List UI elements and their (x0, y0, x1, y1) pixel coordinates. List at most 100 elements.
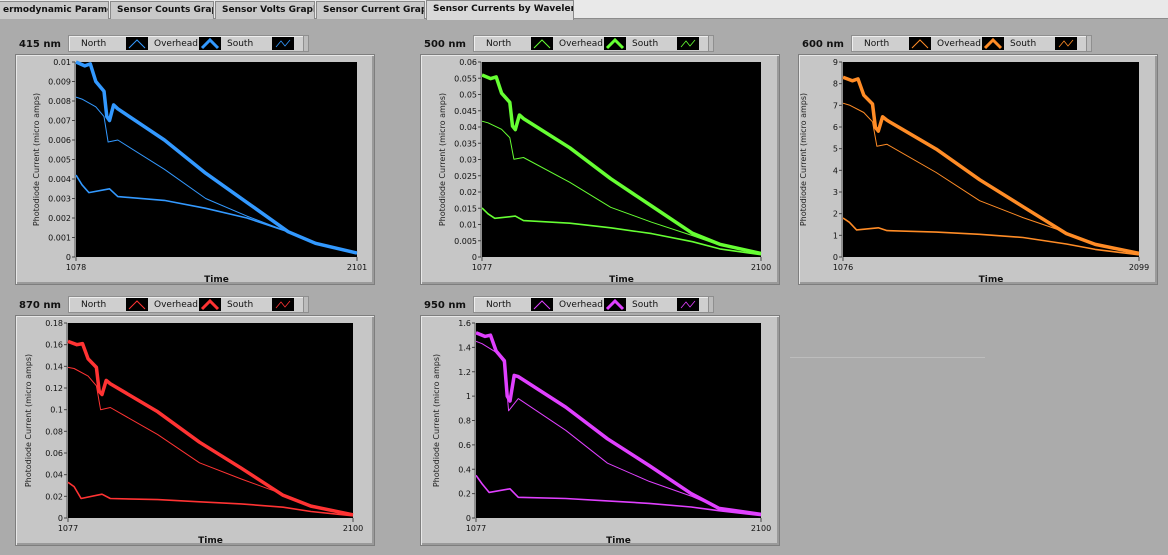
x-axis-title: Time (198, 536, 223, 546)
y-tick-label: 5 (833, 145, 838, 154)
y-tick-label: 0.04 (459, 123, 477, 132)
legend-swatch-thin-icon[interactable] (531, 298, 553, 311)
y-tick-label: 0.2 (458, 490, 471, 499)
graph-frame: 0 0.001 0.002 0.003 0.004 0.005 0.006 0.007 0.00… (15, 54, 375, 285)
y-tick-label: 2 (833, 210, 838, 219)
series-line-north (842, 102, 1140, 254)
legend-label-north: North (81, 299, 107, 310)
y-tick-label: 0.055 (454, 74, 477, 83)
legend-resize-handle[interactable] (708, 296, 714, 313)
divider-line (790, 357, 985, 358)
legend-label-overhead: Overhead (559, 38, 603, 49)
tab-sensor-volts-graphs[interactable]: Sensor Volts Graphs (215, 1, 315, 19)
y-axis-title: Photodiode Current (micro amps) (438, 93, 447, 226)
y-tick-label: 0 (833, 253, 838, 262)
legend-swatch-thick-icon[interactable] (199, 298, 221, 311)
y-tick-label: 0.8 (458, 417, 471, 426)
legend-swatch-thin-icon[interactable] (126, 298, 148, 311)
chart-title: 950 nm (424, 300, 466, 311)
legend-swatch-thick-icon[interactable] (604, 37, 626, 50)
legend-resize-handle[interactable] (1086, 35, 1092, 52)
legend-swatch-zig-icon[interactable] (677, 298, 699, 311)
series-line-north (475, 340, 762, 515)
y-tick-label: 0 (472, 253, 477, 262)
y-tick-label: 1 (466, 392, 471, 401)
plot-area[interactable] (482, 62, 761, 257)
y-tick-label: 0.16 (45, 341, 63, 350)
legend-swatch-zig-icon[interactable] (272, 37, 294, 50)
y-tick-label: 9 (833, 58, 838, 67)
plot-area[interactable] (476, 323, 761, 518)
legend-swatch-zig-icon[interactable] (1055, 37, 1077, 50)
y-tick-label: 0.03 (459, 156, 477, 165)
x-tick-label: 2100 (751, 263, 771, 272)
chart-500nm: 500 nm North Overhead South 0 0.005 0.01 0.015 0… (420, 35, 780, 287)
y-tick-label: 0.14 (45, 362, 63, 371)
y-tick-label: 6 (833, 123, 838, 132)
plot-area[interactable] (76, 62, 357, 257)
series-line-overhead (475, 331, 762, 517)
y-tick-label: 0.035 (454, 139, 477, 148)
x-axis-title: Time (606, 536, 631, 546)
graph-frame: 0 0.005 0.01 0.015 0.02 0.025 0.03 0.035 0.04 0.0… (420, 54, 780, 285)
tab-sensor-currents-by-wavelength[interactable]: Sensor Currents by Wavelength (426, 0, 574, 20)
chart-title: 600 nm (802, 39, 844, 50)
series-line-overhead (67, 339, 354, 517)
plot-legend[interactable]: North Overhead South (68, 35, 309, 52)
chart-title: 415 nm (19, 39, 61, 50)
plot-legend[interactable]: North Overhead South (473, 35, 714, 52)
tab-sensor-current-graphs[interactable]: Sensor Current Graphs (316, 1, 425, 19)
legend-resize-handle[interactable] (708, 35, 714, 52)
y-tick-label: 0.001 (48, 234, 71, 243)
tab-bar: ermodynamic Parameters Sensor Counts Gra… (0, 0, 1168, 20)
y-tick-label: 0.08 (45, 427, 63, 436)
legend-swatch-thick-icon[interactable] (982, 37, 1004, 50)
legend-resize-handle[interactable] (303, 35, 309, 52)
y-tick-label: 0.02 (45, 492, 63, 501)
graph-frame: 0 1 2 3 4 5 6 7 8 9 1076 2099 Time Photodiode Current… (798, 54, 1158, 285)
y-tick-label: 0.009 (48, 78, 71, 87)
legend-swatch-thick-icon[interactable] (199, 37, 221, 50)
series-line-north (67, 366, 354, 516)
plot-legend[interactable]: North Overhead South (68, 296, 309, 313)
legend-label-overhead: Overhead (559, 299, 603, 310)
y-tick-label: 1 (833, 231, 838, 240)
x-axis-title: Time (979, 275, 1004, 285)
x-tick-label: 2101 (347, 263, 367, 272)
y-tick-label: 0.6 (458, 441, 471, 450)
y-tick-label: 0.002 (48, 214, 71, 223)
legend-label-south: South (1010, 38, 1037, 49)
legend-resize-handle[interactable] (303, 296, 309, 313)
plot-area[interactable] (843, 62, 1139, 257)
legend-swatch-thin-icon[interactable] (126, 37, 148, 50)
y-tick-label: 0.18 (45, 319, 63, 328)
x-tick-label: 2100 (751, 524, 771, 533)
y-axis-title: Photodiode Current (micro amps) (799, 93, 808, 226)
tab-thermodynamic-parameters[interactable]: ermodynamic Parameters (0, 1, 109, 19)
legend-label-overhead: Overhead (154, 299, 198, 310)
graph-frame: 0 0.2 0.4 0.6 0.8 1 1.2 1.4 1.6 1077 2100 Time Photo… (420, 315, 780, 546)
y-axis-title: Photodiode Current (micro amps) (32, 93, 41, 226)
legend-swatch-zig-icon[interactable] (677, 37, 699, 50)
legend-label-overhead: Overhead (937, 38, 981, 49)
y-tick-label: 0.025 (454, 172, 477, 181)
y-axis-title: Photodiode Current (micro amps) (24, 354, 33, 487)
y-tick-label: 0.01 (459, 221, 477, 230)
plot-area[interactable] (68, 323, 353, 518)
x-tick-label: 2099 (1129, 263, 1149, 272)
plot-legend[interactable]: North Overhead South (851, 35, 1092, 52)
y-tick-label: 0 (66, 253, 71, 262)
legend-label-south: South (632, 38, 659, 49)
tab-sensor-counts-graphs[interactable]: Sensor Counts Graphs (110, 1, 214, 19)
legend-swatch-thick-icon[interactable] (604, 298, 626, 311)
y-tick-label: 4 (833, 166, 838, 175)
legend-swatch-thin-icon[interactable] (531, 37, 553, 50)
chart-600nm: 600 nm North Overhead South 0 1 2 3 4 5 6 7 8 9 1076 20… (798, 35, 1158, 287)
legend-label-north: North (81, 38, 107, 49)
plot-legend[interactable]: North Overhead South (473, 296, 714, 313)
legend-swatch-thin-icon[interactable] (909, 37, 931, 50)
series-line-overhead (75, 60, 358, 255)
y-tick-label: 0.06 (459, 58, 477, 67)
legend-swatch-zig-icon[interactable] (272, 298, 294, 311)
y-tick-label: 0.01 (53, 58, 71, 67)
